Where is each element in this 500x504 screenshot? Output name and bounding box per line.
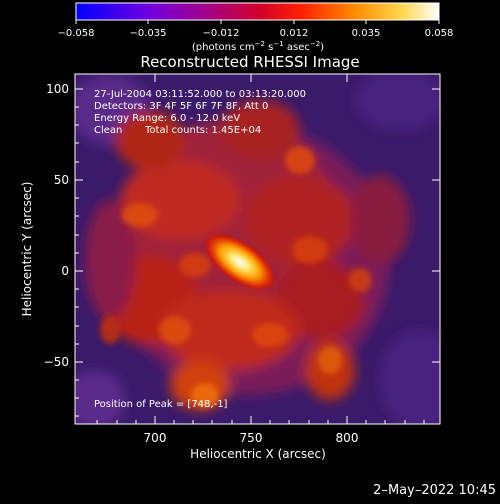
colorbar-tick-label: 0.035 [352,28,381,39]
observation-time: 27-Jul-2004 03:11:52.000 to 03:13:20.000 [94,89,306,100]
x-tick-label: 700 [144,431,167,445]
detectors-info: Detectors: 3F 4F 5F 6F 7F 8F, Att 0 [94,101,268,112]
total-counts: Total counts: 1.45E+04 [144,125,261,136]
colorbar-tick-label: 0.058 [425,28,454,39]
colorbar-frame [75,2,440,21]
y-tick-label: −50 [44,355,69,369]
y-axis-ticks [75,88,440,417]
plot-title: Reconstructed RHESSI Image [140,53,359,71]
flare-peak [203,232,277,292]
y-axis-label: Heliocentric Y (arcsec) [20,182,34,317]
colorbar-ticks [75,20,440,24]
y-tick-label: 0 [61,264,69,278]
plot-timestamp: 2–May–2022 10:45 [373,483,496,498]
clean-method: Clean [94,125,122,136]
colorbar-tick-label: −0.012 [202,28,239,39]
colorbar-tick-label: −0.035 [129,28,166,39]
colorbar-tick-label: −0.058 [57,28,94,39]
y-tick-label: 100 [46,82,69,96]
colorbar-tick-label: 0.012 [280,28,309,39]
y-tick-label: 50 [54,173,69,187]
colorbar-units: (photons cm−2 s−1 asec−2) [192,40,324,53]
x-tick-label: 750 [240,431,263,445]
x-tick-label: 800 [336,431,359,445]
rhessi-image [75,74,440,424]
x-axis-ticks [96,74,425,424]
peak-position: Position of Peak = [748,-1] [94,399,228,410]
plot-frame [74,73,441,425]
energy-range: Energy Range: 6.0 - 12.0 keV [94,113,240,124]
colorbar [76,3,439,20]
x-axis-label: Heliocentric X (arcsec) [190,447,326,461]
